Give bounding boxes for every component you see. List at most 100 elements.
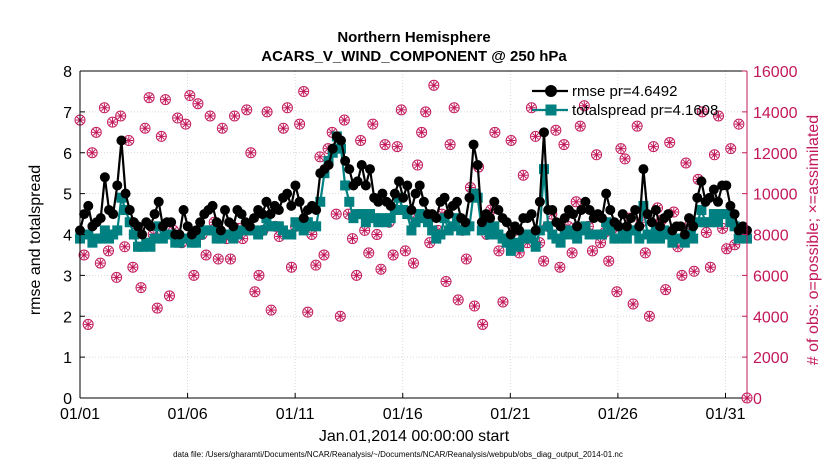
rmse-point — [385, 200, 396, 211]
assimilated-obs-point — [661, 285, 670, 294]
asterisk-stroke — [202, 251, 210, 259]
y-tick-label: 7 — [63, 105, 72, 122]
asterisk-stroke — [560, 141, 568, 148]
data-file-footnote: data file: /Users/gharamti/Documents/NCA… — [173, 450, 623, 459]
totalspread-point — [501, 237, 512, 248]
assimilated-obs-point — [287, 262, 296, 272]
asterisk-stroke — [279, 124, 287, 132]
asterisk-stroke — [304, 308, 312, 316]
rmse-point — [655, 221, 665, 232]
asterisk-stroke — [353, 271, 360, 279]
totalspread-point — [286, 229, 297, 240]
totalspread-point — [298, 225, 309, 236]
possible-obs-point — [294, 118, 306, 130]
totalspread-point — [638, 200, 649, 211]
assimilated-obs-point — [165, 291, 174, 301]
totalspread-point — [112, 225, 123, 236]
assimilated-obs-point — [462, 254, 471, 264]
asterisk-stroke — [605, 257, 613, 265]
totalspread-point — [708, 209, 719, 220]
rmse-point — [692, 192, 703, 203]
rmse-point — [79, 209, 90, 220]
rmse-point — [725, 200, 736, 211]
possible-obs-point — [733, 118, 745, 130]
assimilated-obs-point — [453, 295, 463, 305]
asterisk-stroke — [454, 296, 462, 304]
y-tick-label: 4 — [63, 228, 72, 245]
assimilated-obs-point — [689, 266, 699, 276]
assimilated-obs-point — [596, 238, 605, 247]
rmse-point — [638, 164, 649, 175]
assimilated-obs-point — [218, 123, 227, 133]
y-right-tick-label: 8000 — [753, 228, 789, 245]
rmse-point — [555, 221, 566, 232]
possible-obs-point — [452, 294, 464, 306]
possible-obs-point — [119, 241, 131, 253]
rmse-point — [365, 164, 375, 175]
x-tick-label: 01/01 — [60, 406, 100, 423]
assimilated-obs-point — [352, 271, 361, 280]
possible-obs-point — [200, 249, 212, 261]
rmse-point — [153, 196, 164, 207]
x-tick-label: 01/06 — [168, 406, 208, 423]
asterisk-stroke — [462, 255, 470, 263]
rmse-point — [721, 180, 732, 191]
x-tick-label: 01/16 — [383, 406, 423, 423]
possible-obs-point — [78, 249, 90, 261]
asterisk-stroke — [129, 263, 137, 271]
possible-obs-point — [538, 255, 550, 267]
possible-obs-point — [586, 245, 598, 257]
rmse-point — [137, 229, 148, 240]
assimilated-obs-point — [388, 250, 398, 260]
rmse-point — [485, 213, 496, 224]
asterisk-stroke — [593, 151, 600, 159]
totalspread-point — [356, 209, 367, 220]
asterisk-stroke — [377, 265, 385, 273]
possible-obs-point — [229, 110, 241, 122]
asterisk-stroke — [650, 143, 657, 151]
asterisk-stroke — [88, 149, 96, 157]
rmse-point — [613, 221, 624, 232]
assimilated-obs-point — [559, 140, 569, 149]
asterisk-stroke — [96, 259, 104, 267]
totalspread-point — [489, 221, 500, 232]
asterisk-stroke — [556, 263, 564, 271]
rmse-point — [534, 196, 545, 207]
assimilated-obs-point — [681, 158, 691, 168]
totalspread-point — [99, 225, 110, 236]
rmse-point — [452, 196, 462, 207]
asterisk-stroke — [157, 133, 165, 140]
totalspread-point — [191, 237, 201, 248]
asterisk-stroke — [263, 108, 271, 116]
possible-obs-point — [212, 253, 224, 265]
y-tick-label: 6 — [63, 146, 72, 163]
asterisk-stroke — [194, 100, 202, 108]
assimilated-obs-point — [136, 283, 146, 292]
possible-obs-point — [611, 286, 623, 298]
possible-obs-point — [241, 104, 253, 116]
possible-obs-point — [338, 114, 350, 126]
totalspread-point — [688, 233, 699, 244]
rmse-point — [298, 213, 309, 224]
rmse-point — [460, 217, 471, 228]
possible-obs-point — [517, 169, 529, 181]
assimilated-obs-point — [144, 93, 154, 102]
possible-obs-point — [355, 134, 367, 146]
possible-obs-point — [696, 106, 708, 118]
possible-obs-point — [680, 157, 692, 169]
assimilated-obs-point — [677, 271, 687, 280]
assimilated-obs-point — [311, 260, 321, 270]
assimilated-obs-point — [539, 256, 548, 266]
asterisk-stroke — [255, 271, 263, 279]
rmse-point — [311, 204, 322, 215]
rmse-point — [336, 135, 346, 146]
y-axis-label: rmse and totalspread — [27, 165, 44, 315]
y-tick-label: 0 — [63, 391, 72, 408]
assimilated-obs-point — [307, 230, 317, 239]
totalspread-point — [605, 225, 616, 236]
y-tick-label: 5 — [63, 187, 72, 204]
possible-obs-point — [261, 106, 273, 118]
rmse-point — [617, 209, 628, 220]
totalspread-point — [149, 233, 160, 244]
totalspread-point — [145, 241, 156, 252]
